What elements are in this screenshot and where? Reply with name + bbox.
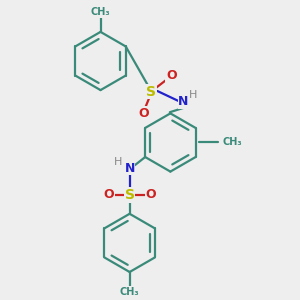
Text: CH₃: CH₃ xyxy=(91,7,110,17)
Text: O: O xyxy=(145,188,156,201)
Text: N: N xyxy=(178,95,189,108)
Text: O: O xyxy=(166,69,177,82)
Text: H: H xyxy=(114,157,122,167)
Text: O: O xyxy=(103,188,114,201)
Text: O: O xyxy=(139,107,149,120)
Text: H: H xyxy=(189,90,197,100)
Text: S: S xyxy=(124,188,135,202)
Text: S: S xyxy=(146,85,157,99)
Text: CH₃: CH₃ xyxy=(222,137,242,148)
Text: CH₃: CH₃ xyxy=(120,287,140,297)
Text: N: N xyxy=(124,162,135,175)
